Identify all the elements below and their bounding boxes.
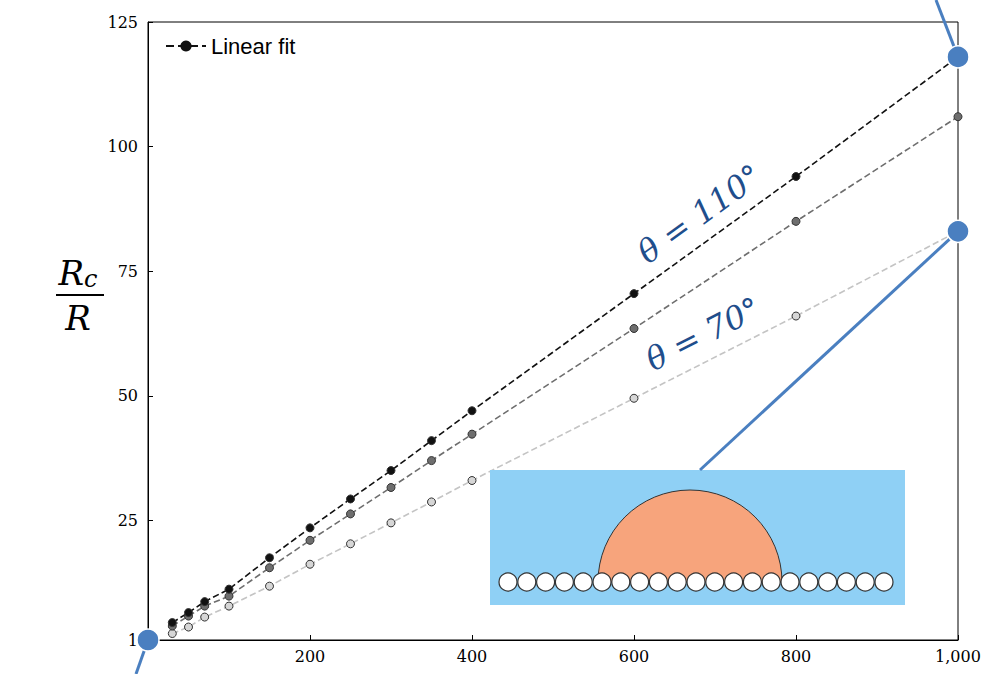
svg-text:1,000: 1,000 (935, 647, 981, 666)
svg-text:600: 600 (619, 647, 650, 666)
svg-text:400: 400 (457, 647, 488, 666)
svg-text:100: 100 (107, 137, 138, 156)
svg-text:c: c (84, 265, 97, 293)
svg-text:θ = 70°: θ = 70° (640, 289, 767, 379)
svg-text:1: 1 (127, 630, 138, 650)
svg-text:50: 50 (118, 386, 138, 405)
svg-text:75: 75 (118, 262, 138, 281)
svg-text:200: 200 (295, 647, 326, 666)
svg-text:R: R (64, 298, 91, 338)
svg-text:125: 125 (107, 13, 138, 32)
svg-text:800: 800 (781, 647, 812, 666)
svg-text:Linear fit: Linear fit (211, 34, 295, 59)
svg-text:θ = 110°: θ = 110° (631, 157, 769, 272)
svg-text:R: R (57, 253, 84, 293)
svg-text:25: 25 (118, 511, 138, 530)
